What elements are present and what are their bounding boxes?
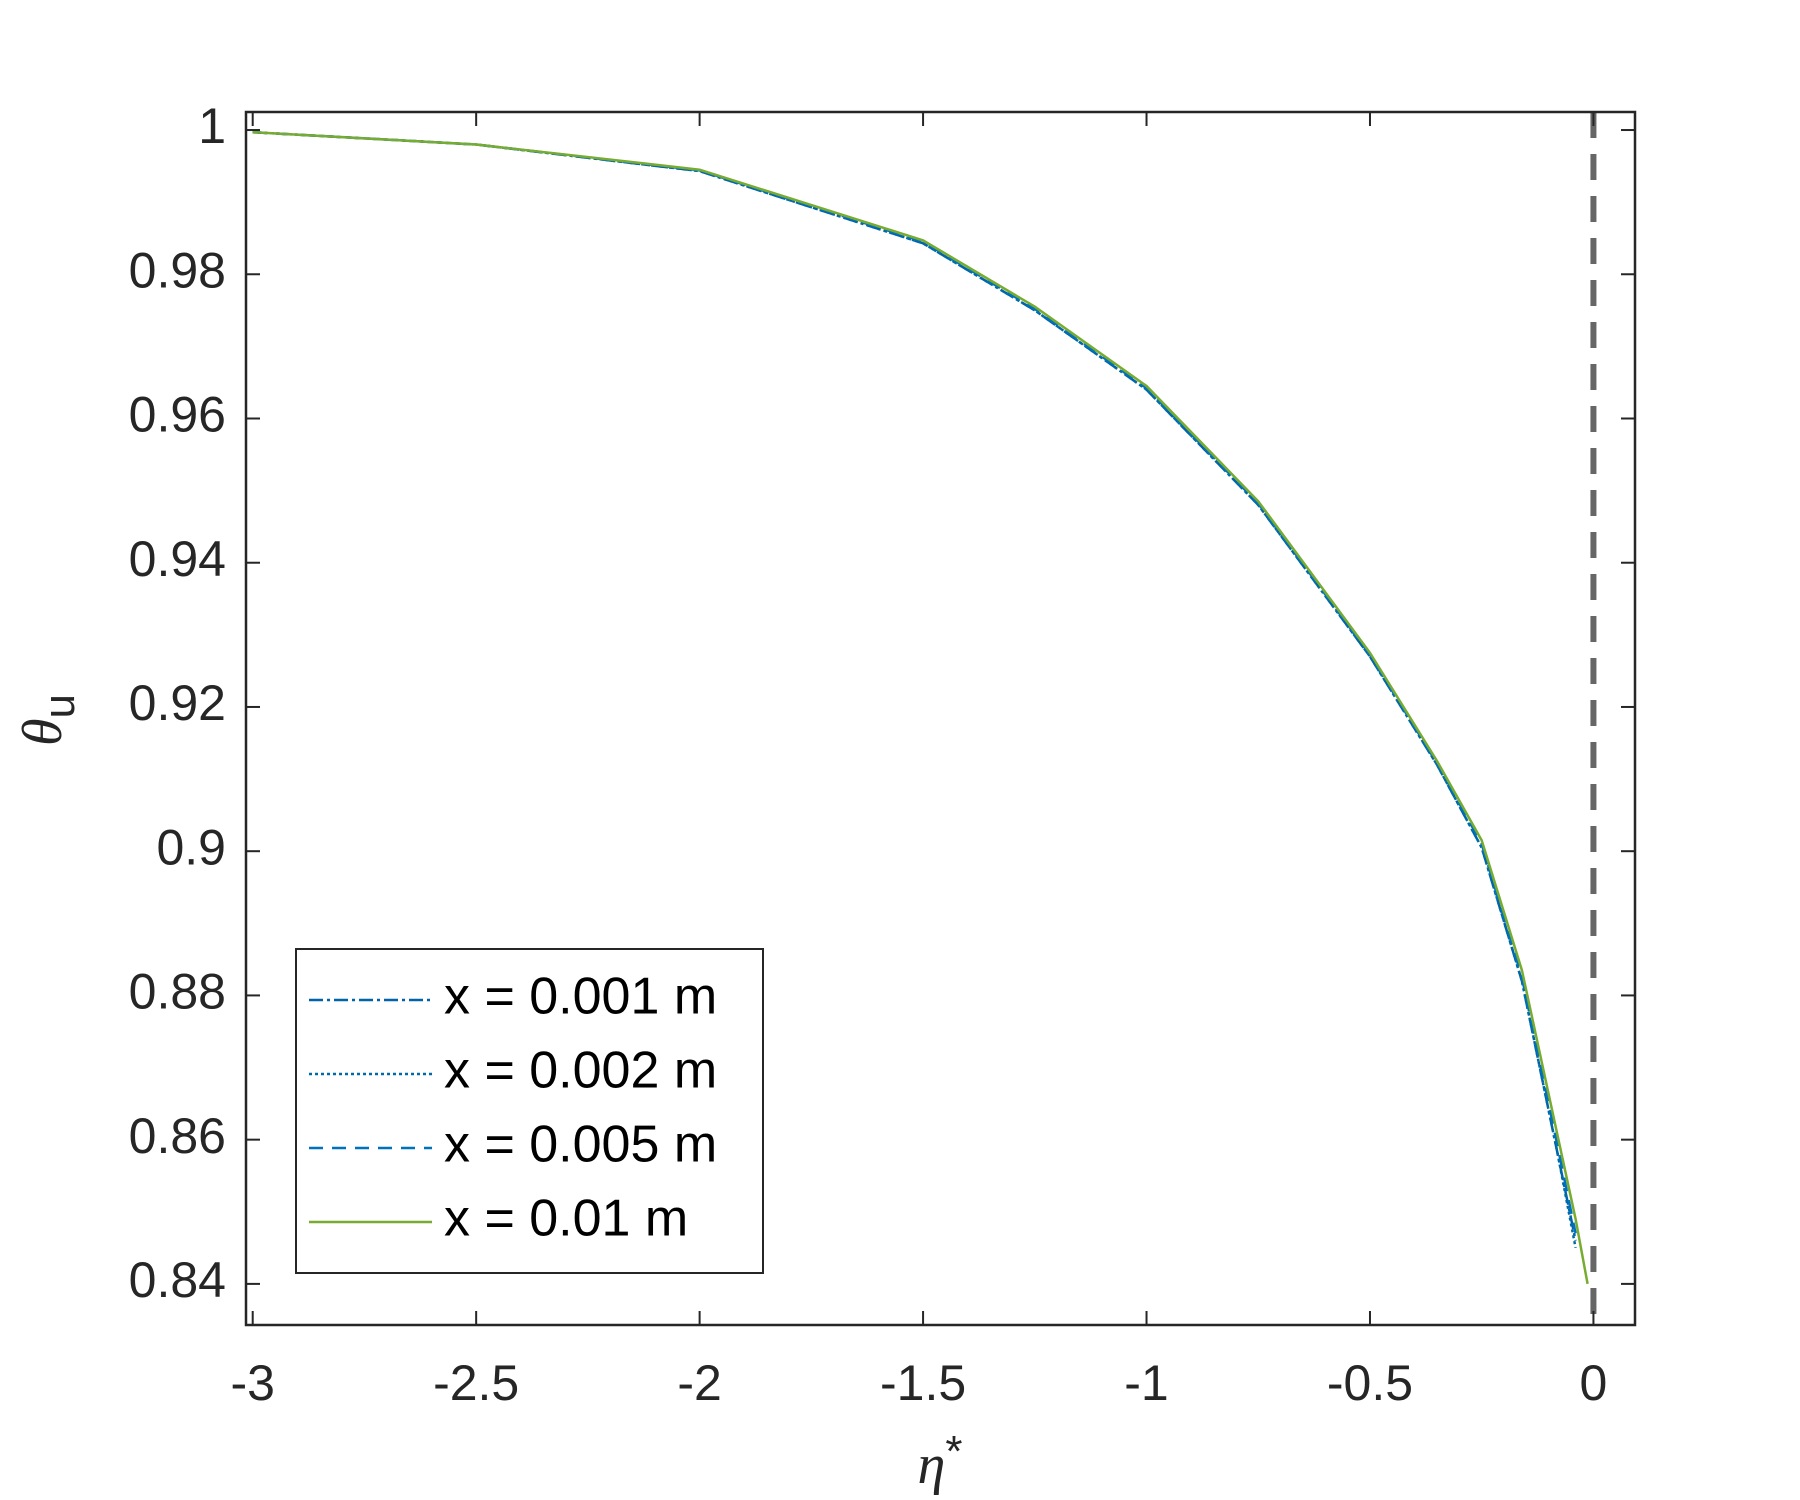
x-axis-label-symbol: η	[918, 1434, 946, 1496]
x-axis-label-superscript: *	[945, 1427, 962, 1476]
y-axis-label-subscript: u	[35, 694, 84, 718]
x-tick-label: -0.5	[1327, 1355, 1413, 1411]
x-tick-label: -1.5	[880, 1355, 966, 1411]
y-tick-label: 0.96	[129, 387, 226, 443]
legend-label: x = 0.01 m	[444, 1190, 688, 1248]
axes-box	[244, 110, 1637, 1327]
y-tick-label: 0.92	[129, 675, 226, 731]
y-tick-label: 0.88	[129, 964, 226, 1020]
legend-label: x = 0.005 m	[444, 1116, 717, 1174]
y-tick-label: 0.98	[129, 242, 226, 298]
x-tick-label: -2	[677, 1355, 721, 1411]
legend-label: x = 0.002 m	[444, 1042, 717, 1100]
y-tick-label: 0.86	[129, 1108, 226, 1164]
y-tick-label: 0.94	[129, 531, 226, 587]
x-tick-label: 0	[1580, 1355, 1608, 1411]
legend-label: x = 0.001 m	[444, 968, 717, 1026]
y-axis-label-symbol: θ	[12, 718, 74, 746]
x-tick-label: -2.5	[433, 1355, 519, 1411]
data-line	[252, 130, 1589, 1285]
y-axis-label: θu	[12, 694, 84, 746]
y-tick-label: 0.9	[156, 819, 226, 875]
y-tick-label: 1	[198, 98, 226, 154]
legend-box	[295, 948, 764, 1274]
x-tick-label: -3	[230, 1355, 274, 1411]
x-axis-label: η*	[918, 1427, 963, 1496]
x-tick-label: -1	[1124, 1355, 1168, 1411]
y-tick-label: 0.84	[129, 1252, 226, 1308]
